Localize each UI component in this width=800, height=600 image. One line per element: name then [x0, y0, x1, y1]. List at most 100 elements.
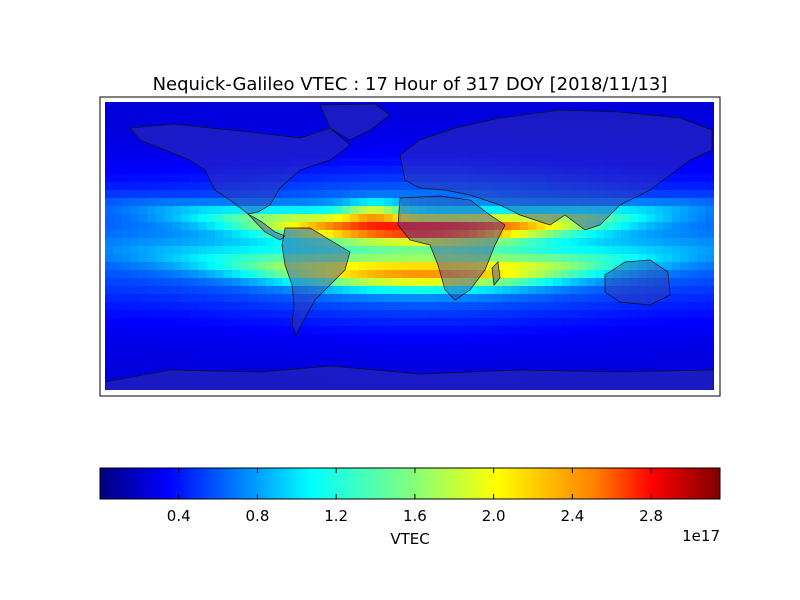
heatmap-cell: [189, 342, 199, 351]
heatmap-cell: [105, 102, 115, 111]
heatmap-cell: [434, 214, 444, 223]
heatmap-cell: [282, 206, 292, 215]
heatmap-cell: [511, 110, 521, 119]
heatmap-cell: [392, 286, 402, 295]
heatmap-cell: [561, 206, 571, 215]
heatmap-cell: [231, 158, 241, 167]
heatmap-cell: [324, 190, 334, 199]
heatmap-cell: [350, 190, 360, 199]
heatmap-cell: [553, 246, 563, 255]
heatmap-cell: [705, 126, 714, 135]
heatmap-cell: [595, 366, 605, 375]
heatmap-cell: [384, 382, 394, 390]
heatmap-cell: [663, 206, 673, 215]
heatmap-cell: [460, 198, 470, 207]
heatmap-cell: [257, 214, 267, 223]
heatmap-cell: [494, 326, 504, 335]
heatmap-cell: [604, 134, 614, 143]
heatmap-cell: [502, 206, 512, 215]
heatmap-cell: [401, 254, 411, 263]
heatmap-cell: [688, 310, 698, 319]
heatmap-cell: [316, 286, 326, 295]
heatmap-cell: [604, 310, 614, 319]
heatmap-cell: [502, 126, 512, 135]
heatmap-cell: [341, 302, 351, 311]
heatmap-cell: [604, 190, 614, 199]
heatmap-cell: [527, 358, 537, 367]
heatmap-cell: [612, 294, 622, 303]
heatmap-cell: [333, 286, 343, 295]
heatmap-cell: [198, 158, 208, 167]
heatmap-cell: [181, 374, 191, 383]
heatmap-cell: [417, 174, 428, 183]
heatmap-cell: [646, 126, 656, 135]
heatmap-cell: [147, 126, 157, 135]
heatmap-cell: [350, 246, 360, 255]
heatmap-cell: [316, 182, 326, 191]
heatmap-cell: [511, 382, 521, 390]
heatmap-cell: [544, 142, 554, 151]
heatmap-cell: [223, 214, 233, 223]
heatmap-cell: [519, 190, 529, 199]
heatmap-cell: [570, 190, 580, 199]
heatmap-cell: [620, 302, 631, 311]
heatmap-cell: [341, 150, 351, 159]
heatmap-cell: [697, 174, 707, 183]
heatmap-cell: [443, 214, 453, 223]
heatmap-cell: [663, 150, 673, 159]
heatmap-cell: [663, 230, 673, 239]
heatmap-cell: [519, 182, 529, 191]
heatmap-cell: [553, 270, 563, 279]
heatmap-cell: [502, 150, 512, 159]
heatmap-cell: [654, 254, 664, 263]
heatmap-cell: [604, 350, 614, 359]
heatmap-cell: [274, 206, 284, 215]
heatmap-cell: [477, 142, 487, 151]
heatmap-cell: [646, 358, 656, 367]
heatmap-cell: [308, 278, 318, 287]
heatmap-cell: [646, 158, 656, 167]
heatmap-cell: [570, 134, 580, 143]
heatmap-cell: [595, 158, 605, 167]
heatmap-cell: [181, 294, 191, 303]
heatmap-cell: [172, 254, 182, 263]
heatmap-cell: [138, 134, 148, 143]
heatmap-cell: [147, 174, 157, 183]
heatmap-cell: [333, 158, 343, 167]
heatmap-cell: [519, 118, 529, 127]
heatmap-cell: [409, 182, 419, 191]
heatmap-cell: [358, 126, 368, 135]
heatmap-cell: [460, 126, 470, 135]
heatmap-cell: [189, 110, 199, 119]
heatmap-cell: [468, 150, 478, 159]
heatmap-cell: [181, 358, 191, 367]
heatmap-cell: [206, 254, 216, 263]
heatmap-cell: [401, 238, 411, 247]
heatmap-cell: [147, 118, 157, 127]
heatmap-cell: [308, 262, 318, 271]
heatmap-cell: [324, 118, 334, 127]
heatmap-cell: [587, 302, 597, 311]
heatmap-cell: [434, 278, 444, 287]
heatmap-cell: [654, 334, 664, 343]
heatmap-cell: [511, 310, 521, 319]
heatmap-cell: [265, 230, 275, 239]
heatmap-cell: [392, 318, 402, 327]
heatmap-cell: [189, 134, 199, 143]
heatmap-cell: [612, 326, 622, 335]
heatmap-cell: [570, 350, 580, 359]
heatmap-cell: [324, 206, 334, 215]
heatmap-cell: [350, 302, 360, 311]
heatmap-cell: [460, 246, 470, 255]
heatmap-cell: [147, 150, 157, 159]
heatmap-cell: [113, 350, 123, 359]
heatmap-cell: [189, 166, 199, 175]
heatmap-cell: [308, 318, 318, 327]
heatmap-cell: [401, 294, 411, 303]
heatmap-cell: [654, 198, 664, 207]
heatmap-cell: [468, 174, 478, 183]
heatmap-cell: [274, 262, 284, 271]
heatmap-cell: [105, 246, 115, 255]
heatmap-cell: [181, 110, 191, 119]
heatmap-cell: [240, 198, 250, 207]
